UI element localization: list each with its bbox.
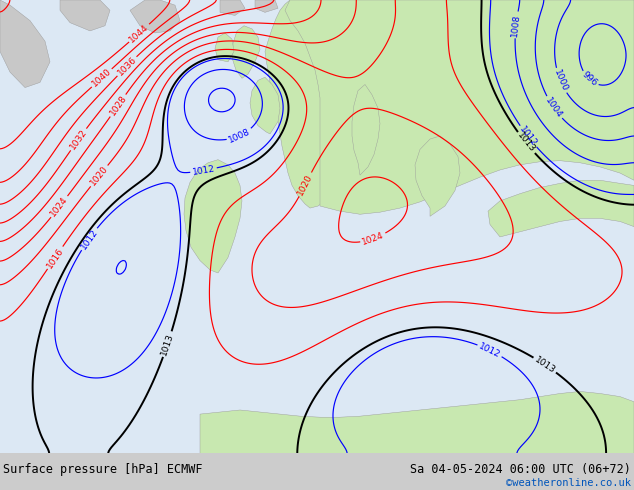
Polygon shape <box>375 0 445 36</box>
Text: 1013: 1013 <box>533 355 557 375</box>
FancyBboxPatch shape <box>0 0 634 453</box>
Text: 1040: 1040 <box>90 67 113 89</box>
Polygon shape <box>250 77 280 134</box>
Polygon shape <box>60 0 110 31</box>
Text: 1012: 1012 <box>477 341 502 359</box>
Polygon shape <box>352 84 380 175</box>
Polygon shape <box>265 0 380 208</box>
Text: 1012: 1012 <box>191 164 216 177</box>
Text: 1020: 1020 <box>89 164 110 188</box>
Text: 1012: 1012 <box>517 125 539 148</box>
Text: 1024: 1024 <box>361 230 385 246</box>
Text: 1008: 1008 <box>227 127 252 145</box>
Polygon shape <box>488 180 634 237</box>
Text: 1016: 1016 <box>45 245 65 270</box>
Polygon shape <box>130 0 180 33</box>
Text: 1013: 1013 <box>515 131 537 154</box>
Polygon shape <box>415 136 460 216</box>
Text: 1036: 1036 <box>115 55 138 77</box>
Text: 1004: 1004 <box>543 96 564 120</box>
Polygon shape <box>450 0 565 26</box>
Text: 1032: 1032 <box>68 127 89 151</box>
Text: 996: 996 <box>580 70 599 89</box>
Polygon shape <box>285 0 634 214</box>
Polygon shape <box>200 392 634 453</box>
Text: Sa 04-05-2024 06:00 UTC (06+72): Sa 04-05-2024 06:00 UTC (06+72) <box>410 463 631 476</box>
Text: 1013: 1013 <box>160 332 176 357</box>
Polygon shape <box>220 0 245 16</box>
Polygon shape <box>255 0 278 12</box>
Polygon shape <box>184 160 242 273</box>
Polygon shape <box>232 26 260 78</box>
Text: ©weatheronline.co.uk: ©weatheronline.co.uk <box>506 478 631 488</box>
Text: Surface pressure [hPa] ECMWF: Surface pressure [hPa] ECMWF <box>3 463 203 476</box>
Polygon shape <box>215 33 234 62</box>
Text: 1044: 1044 <box>127 22 151 44</box>
Polygon shape <box>0 0 50 88</box>
Text: 1000: 1000 <box>552 69 569 93</box>
Polygon shape <box>568 0 634 47</box>
Text: 1008: 1008 <box>510 13 522 37</box>
Text: 1028: 1028 <box>108 94 128 118</box>
Text: 1012: 1012 <box>79 227 100 251</box>
Text: 1020: 1020 <box>296 172 314 196</box>
Text: 1024: 1024 <box>49 195 70 219</box>
